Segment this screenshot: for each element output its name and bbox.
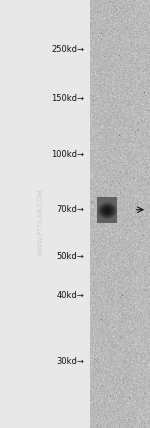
Text: 150kd→: 150kd→ — [51, 94, 84, 103]
Bar — [90, 0, 150, 428]
Text: 70kd→: 70kd→ — [56, 205, 84, 214]
Text: 30kd→: 30kd→ — [56, 357, 84, 366]
Bar — [93, 0, 132, 428]
Text: 250kd→: 250kd→ — [51, 45, 84, 54]
Text: 100kd→: 100kd→ — [51, 149, 84, 159]
Text: 40kd→: 40kd→ — [56, 291, 84, 300]
Text: 50kd→: 50kd→ — [56, 252, 84, 262]
Text: WWW.PTGLAB.COM: WWW.PTGLAB.COM — [38, 189, 44, 256]
